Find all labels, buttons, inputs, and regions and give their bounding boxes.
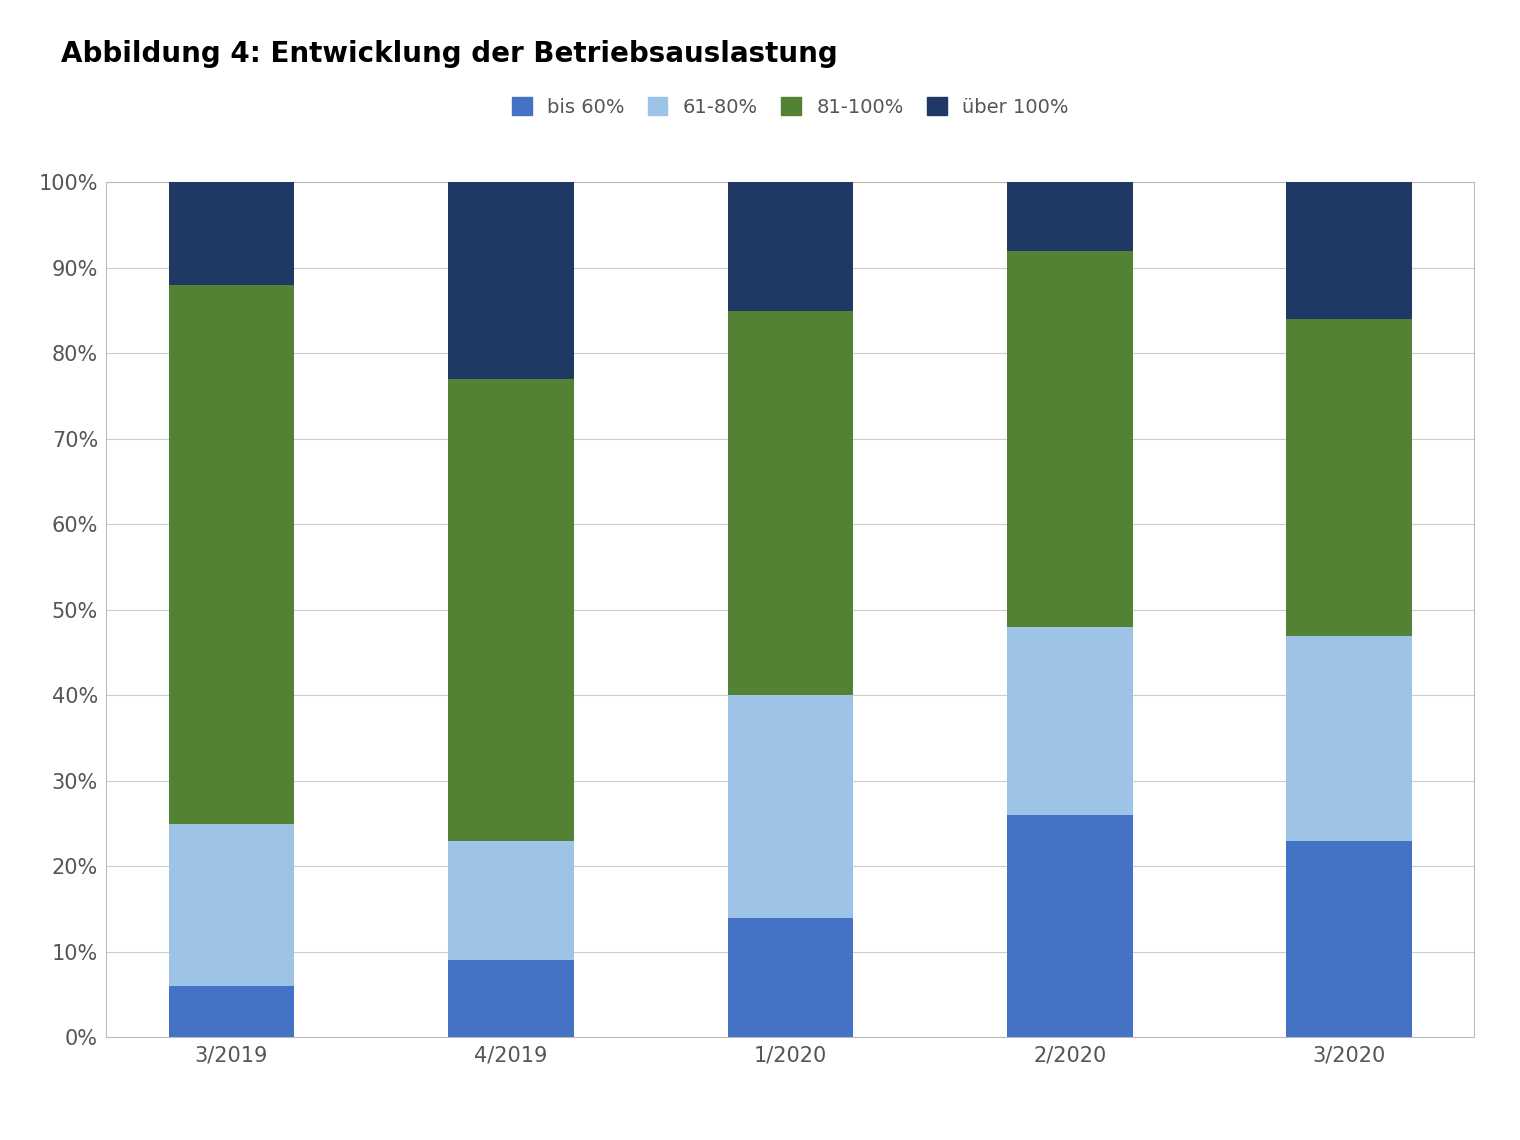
Bar [1286,636,1412,841]
Bar [1006,251,1132,627]
Legend: bis 60%, 61-80%, 81-100%, über 100%: bis 60%, 61-80%, 81-100%, über 100% [505,90,1076,124]
Bar [728,695,853,918]
Bar [169,182,295,285]
Bar [1006,182,1132,251]
Bar [448,841,575,960]
Bar [448,182,575,378]
Bar [728,918,853,1037]
Bar [169,285,295,823]
Bar [1286,319,1412,636]
Bar [448,378,575,841]
Bar [728,182,853,311]
Bar [1286,841,1412,1037]
Text: Abbildung 4: Entwicklung der Betriebsauslastung: Abbildung 4: Entwicklung der Betriebsaus… [61,40,838,68]
Bar [169,823,295,986]
Bar [1006,815,1132,1037]
Bar [728,311,853,695]
Bar [1006,627,1132,815]
Bar [448,960,575,1037]
Bar [169,986,295,1037]
Bar [1286,182,1412,319]
